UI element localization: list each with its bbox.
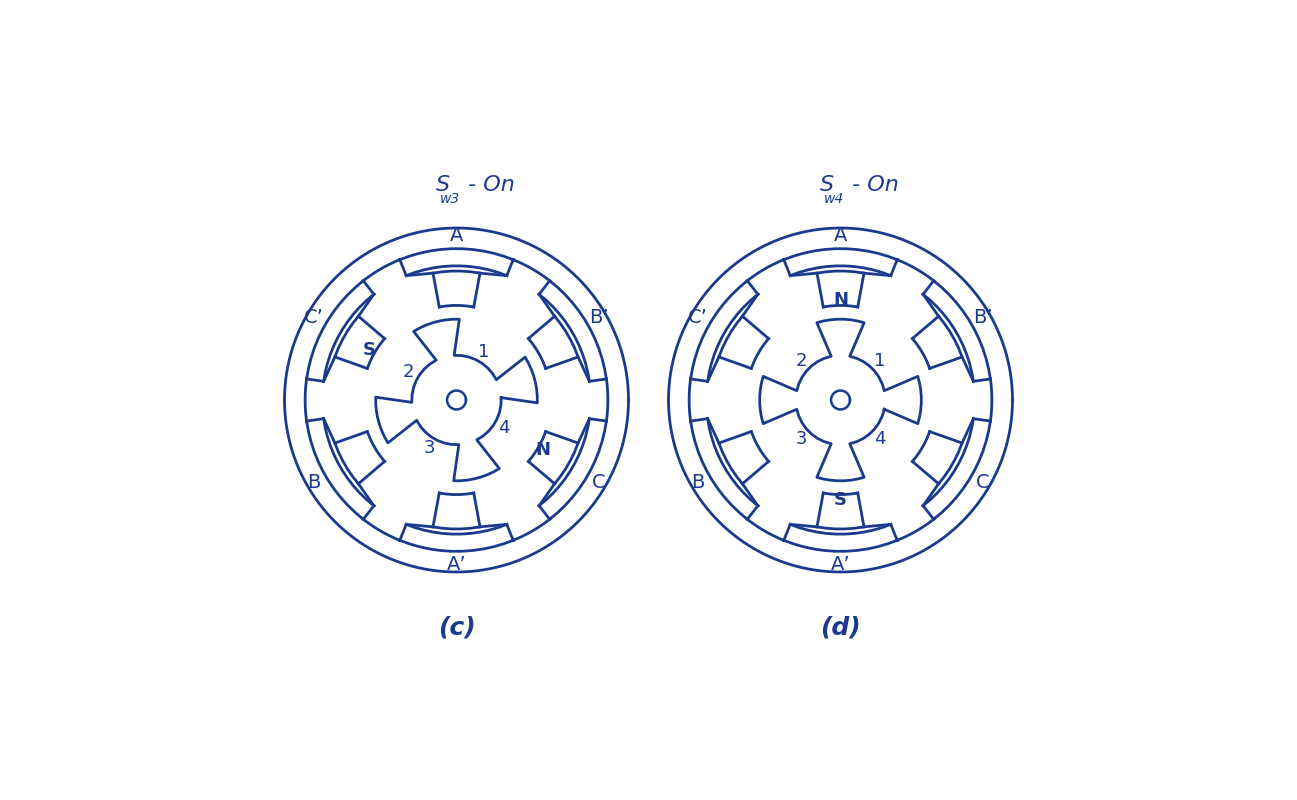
Text: N: N bbox=[833, 290, 848, 309]
Text: 1: 1 bbox=[479, 343, 490, 362]
Text: 4: 4 bbox=[874, 430, 885, 448]
Text: w3: w3 bbox=[440, 192, 459, 206]
Text: (d): (d) bbox=[820, 615, 861, 639]
Text: C: C bbox=[591, 473, 606, 492]
Text: - On: - On bbox=[460, 175, 515, 195]
Text: A’: A’ bbox=[830, 554, 851, 574]
Text: A: A bbox=[450, 226, 463, 246]
Text: C’: C’ bbox=[689, 308, 708, 327]
Text: C: C bbox=[975, 473, 990, 492]
Text: B’: B’ bbox=[973, 308, 992, 327]
Text: (c): (c) bbox=[437, 615, 475, 639]
Text: 2: 2 bbox=[403, 363, 415, 382]
Text: 3: 3 bbox=[796, 430, 807, 448]
Text: 4: 4 bbox=[498, 418, 510, 437]
Text: 2: 2 bbox=[796, 352, 807, 370]
Text: C’: C’ bbox=[305, 308, 324, 327]
Text: S: S bbox=[820, 175, 834, 195]
Text: S: S bbox=[436, 175, 450, 195]
Text: B: B bbox=[691, 473, 706, 492]
Text: S: S bbox=[363, 341, 376, 359]
Text: 3: 3 bbox=[423, 438, 434, 457]
Text: N: N bbox=[536, 441, 551, 459]
Text: B: B bbox=[307, 473, 320, 492]
Text: A’: A’ bbox=[446, 554, 467, 574]
Text: B’: B’ bbox=[589, 308, 608, 327]
Text: 1: 1 bbox=[874, 352, 885, 370]
Text: A: A bbox=[834, 226, 847, 246]
Text: - On: - On bbox=[844, 175, 899, 195]
Text: S: S bbox=[834, 491, 847, 510]
Text: w4: w4 bbox=[824, 192, 844, 206]
